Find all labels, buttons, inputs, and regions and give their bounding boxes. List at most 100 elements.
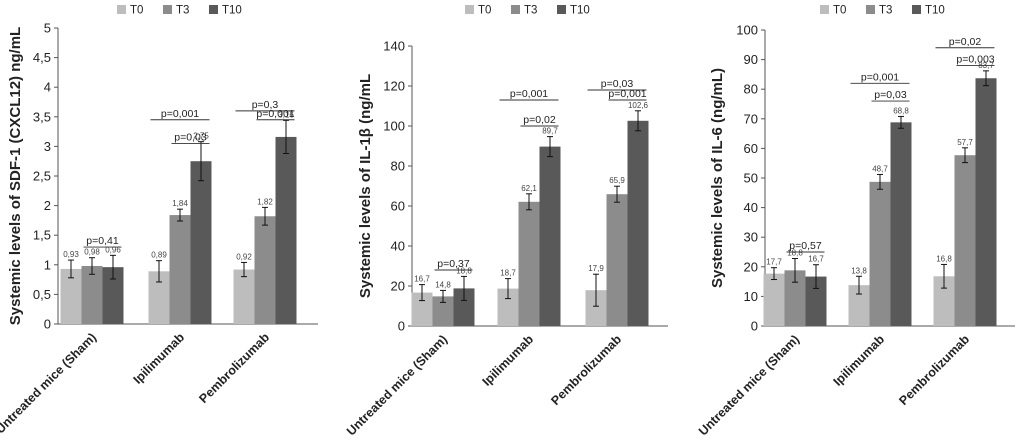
bar-T3-2 <box>954 155 976 326</box>
y-tick-label: 60 <box>391 199 405 214</box>
bar-T3-0 <box>81 265 103 324</box>
legend-label-T0: T0 <box>833 5 846 17</box>
y-axis-label: Systemic levels of IL-6 (ng/mL) <box>709 68 726 288</box>
chart-0: T0 T3 T10 0 0,5 1 1,5 2 2,5 3 3,5 4 4,5 5 Systemic lev… <box>0 5 318 436</box>
bar-T0-2 <box>933 276 955 326</box>
value-label-T3-2: 57,7 <box>957 138 973 147</box>
value-label-T0-2: 17,9 <box>588 264 604 273</box>
p-value-0: p=0,37 <box>437 258 470 270</box>
y-tick-label: 60 <box>744 141 758 156</box>
value-label-T10-1: 89,7 <box>542 127 558 136</box>
p-value-3: p=0,3 <box>252 99 279 111</box>
category-label-1: Ipilimumab <box>480 332 537 389</box>
value-label-T10-0: 18,8 <box>456 266 472 275</box>
category-label-0: Untreated mice (Sham) <box>344 332 450 438</box>
bar-T10-1 <box>539 146 561 326</box>
p-value-4: p=0,003 <box>956 54 994 66</box>
value-label-T3-0: 14,8 <box>435 280 451 289</box>
value-label-T3-1: 48,7 <box>872 164 888 173</box>
bar-T3-1 <box>869 181 891 326</box>
category-label-2: Pembrolizumab <box>548 332 624 408</box>
legend-swatch-T10 <box>912 5 921 14</box>
category-label-0: Untreated mice (Sham) <box>696 332 802 438</box>
y-tick-label: 30 <box>744 230 758 245</box>
chart-1: T0 T3 T10 0 20 40 60 80 100 120 140 Systemic levels… <box>344 5 668 438</box>
bar-T0-1 <box>148 271 170 324</box>
y-axis-label: Systemic levels of IL-1β (ng/mL <box>357 74 374 298</box>
p-value-3: p=0,02 <box>949 36 982 48</box>
legend-label-T3: T3 <box>879 5 892 17</box>
value-label-T3-2: 1,82 <box>257 197 273 206</box>
value-label-T0-0: 16,7 <box>414 275 430 284</box>
legend-swatch-T0 <box>820 5 829 14</box>
bar-T3-1 <box>518 201 540 326</box>
bar-T0-0 <box>60 268 82 324</box>
chart-2: T0 T3 T10 0 10 20 30 40 50 60 70 80 90 100 Systemic le… <box>696 5 1015 438</box>
bar-T10-2 <box>627 120 649 326</box>
category-label-1: Ipilimumab <box>131 330 188 387</box>
y-tick-label: 1 <box>44 257 51 272</box>
y-tick-label: 0 <box>44 317 51 332</box>
bar-T10-2 <box>275 136 297 324</box>
y-tick-label: 90 <box>744 52 758 67</box>
bar-T3-0 <box>432 296 454 326</box>
value-label-T10-0: 0,96 <box>105 245 121 254</box>
bar-T3-0 <box>784 270 806 326</box>
bar-T10-2 <box>975 78 997 326</box>
y-tick-label: 100 <box>736 23 758 38</box>
legend-label-T3: T3 <box>176 5 189 17</box>
value-label-T3-0: 18,8 <box>787 249 803 258</box>
y-axis-label: Systemic levels of SDF-1 (CXCL12) ng/mL <box>7 27 24 325</box>
value-label-T3-0: 0,98 <box>84 248 100 257</box>
y-tick-label: 70 <box>744 111 758 126</box>
p-value-2: p=0,03 <box>174 131 207 143</box>
y-tick-label: 40 <box>391 239 405 254</box>
bar-T0-0 <box>411 292 433 326</box>
value-label-T0-1: 13,8 <box>851 266 867 275</box>
y-tick-label: 4,5 <box>33 50 51 65</box>
bar-T0-0 <box>763 273 785 326</box>
legend-swatch-T0 <box>117 5 126 14</box>
bar-T3-2 <box>254 216 276 324</box>
value-label-T0-1: 0,89 <box>151 251 167 260</box>
p-value-1: p=0,001 <box>861 71 899 83</box>
legend-label-T10: T10 <box>222 5 242 17</box>
legend-label-T3: T3 <box>524 5 537 17</box>
y-tick-label: 1,5 <box>33 228 51 243</box>
y-tick-label: 2 <box>44 198 51 213</box>
bar-T10-0 <box>805 276 827 326</box>
bar-T10-1 <box>190 161 212 324</box>
y-tick-label: 50 <box>744 171 758 186</box>
p-value-4: p=0,001 <box>608 88 646 100</box>
category-label-0: Untreated mice (Sham) <box>0 330 99 436</box>
y-tick-label: 3 <box>44 139 51 154</box>
y-tick-label: 0 <box>398 319 405 334</box>
p-value-2: p=0,03 <box>874 89 907 101</box>
y-tick-label: 5 <box>44 21 51 36</box>
legend-label-T10: T10 <box>570 5 590 17</box>
y-tick-label: 3,5 <box>33 109 51 124</box>
y-tick-label: 0,5 <box>33 287 51 302</box>
p-value-1: p=0,001 <box>161 108 199 120</box>
value-label-T3-2: 65,9 <box>609 176 625 185</box>
legend-swatch-T3 <box>511 5 520 14</box>
p-value-0: p=0,57 <box>789 240 822 252</box>
y-tick-label: 100 <box>383 119 405 134</box>
p-value-2: p=0,02 <box>523 114 556 126</box>
y-tick-label: 20 <box>391 279 405 294</box>
bar-T3-1 <box>169 215 191 324</box>
p-value-4: p=0,001 <box>256 108 294 120</box>
y-tick-label: 10 <box>744 289 758 304</box>
bar-T0-1 <box>497 288 519 326</box>
value-label-T10-1: 2,75 <box>193 132 209 141</box>
legend-swatch-T10 <box>557 5 566 14</box>
value-label-T0-0: 17,7 <box>766 258 782 267</box>
y-tick-label: 4 <box>44 80 51 95</box>
legend-swatch-T0 <box>465 5 474 14</box>
bar-T10-0 <box>453 288 475 326</box>
bar-T0-2 <box>233 269 255 324</box>
value-label-T3-1: 1,84 <box>172 199 188 208</box>
legend-swatch-T10 <box>209 5 218 14</box>
